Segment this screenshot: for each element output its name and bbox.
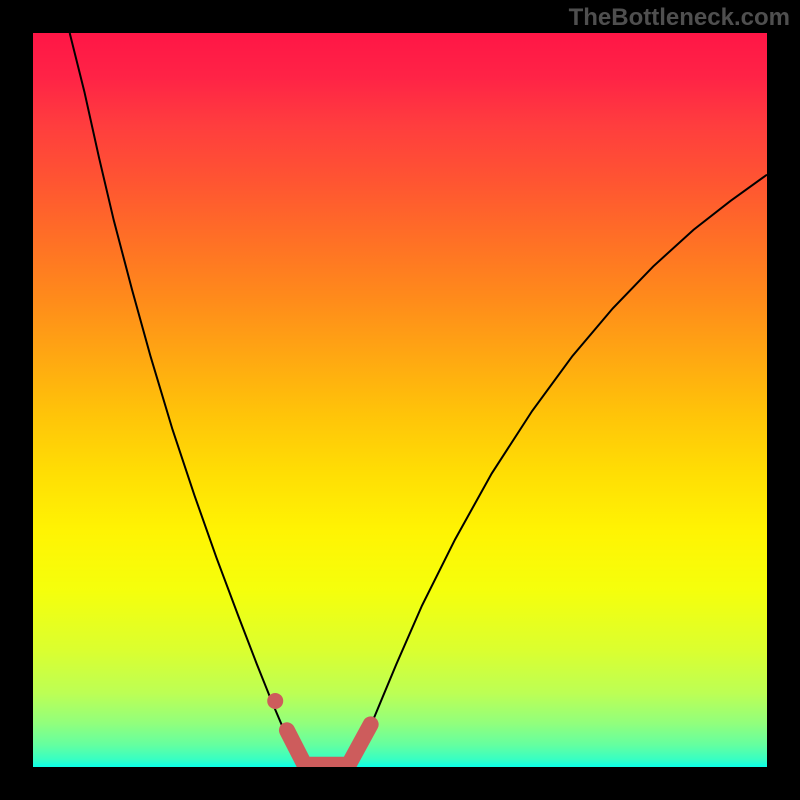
bottleneck-curve-chart	[33, 33, 767, 767]
chart-frame: TheBottleneck.com	[0, 0, 800, 800]
plot-area	[33, 33, 767, 767]
attribution-label: TheBottleneck.com	[569, 4, 790, 32]
